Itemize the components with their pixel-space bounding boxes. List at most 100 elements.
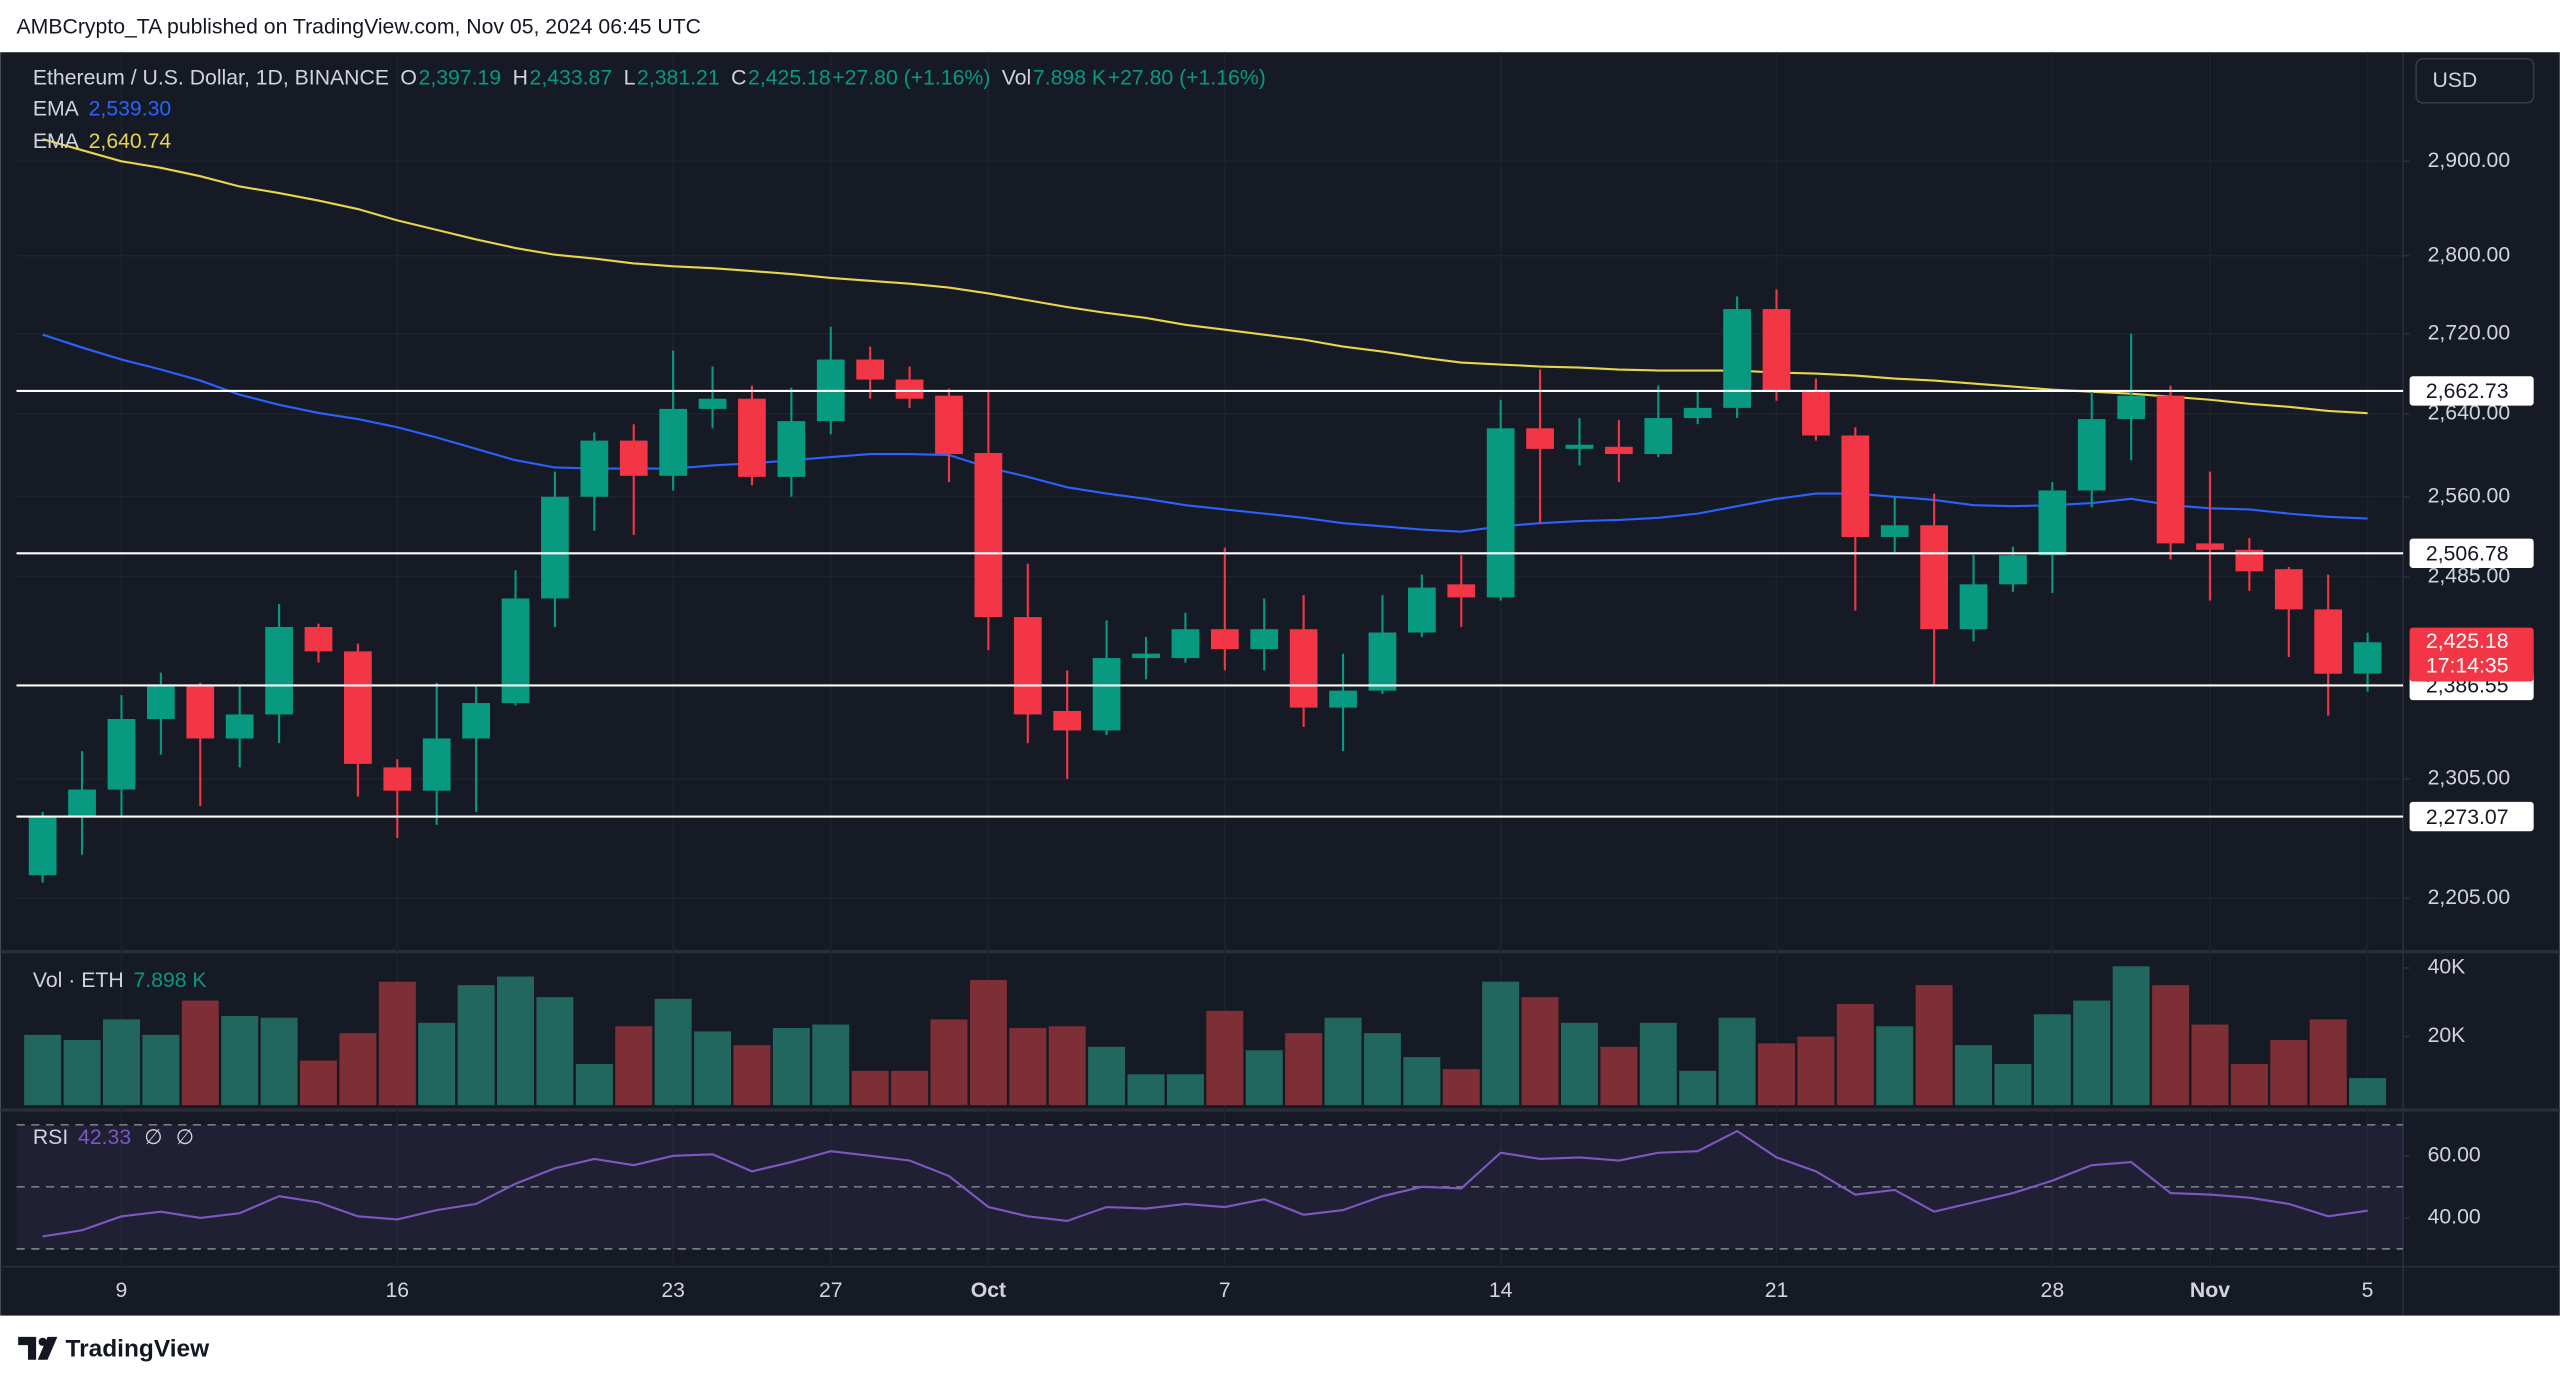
x-tick-label: 7 xyxy=(1219,1279,1231,1302)
volume-bar xyxy=(2152,985,2190,1106)
volume-bar xyxy=(2270,1039,2308,1106)
volume-bar xyxy=(1600,1046,1638,1106)
header-bar xyxy=(0,0,2560,53)
legend-line: RSI 42.33 ∅ ∅ xyxy=(33,1125,194,1148)
candle-body xyxy=(2196,543,2224,550)
volume-bar xyxy=(1088,1046,1126,1106)
volume-bar xyxy=(930,1019,968,1106)
volume-bar xyxy=(63,1039,101,1106)
y-tick-label: 60.00 xyxy=(2428,1143,2481,1166)
x-tick-label: 23 xyxy=(661,1279,685,1302)
candle-body xyxy=(2235,549,2264,572)
volume-bar xyxy=(181,1000,219,1106)
legend-text: Vol · ETH xyxy=(33,969,124,992)
volume-bar xyxy=(497,976,534,1106)
candle-body xyxy=(974,452,1003,618)
candle-body xyxy=(1289,629,1318,708)
legend-text: 2,397.19 xyxy=(419,66,502,89)
x-tick-label: Oct xyxy=(971,1279,1006,1302)
legend-text: 2,640.74 xyxy=(89,130,172,153)
volume-bar xyxy=(1048,1026,1086,1106)
volume-bar xyxy=(260,1017,298,1106)
candle-body xyxy=(2156,395,2185,544)
footer-bar xyxy=(0,1315,2560,1381)
x-tick-label: 21 xyxy=(1765,1279,1789,1302)
volume-bar xyxy=(1876,1026,1914,1106)
legend-text: 2,425.18 xyxy=(748,66,831,89)
candle-body xyxy=(2038,490,2067,556)
volume-bar xyxy=(1442,1069,1480,1106)
legend-text: 2,539.30 xyxy=(89,97,172,120)
legend-text: 7.898 K xyxy=(133,969,206,992)
volume-bar xyxy=(1482,981,1520,1106)
x-tick-label: 14 xyxy=(1489,1279,1513,1302)
candle-body xyxy=(1723,309,1751,408)
y-tick-label: 2,205.00 xyxy=(2428,886,2511,909)
level-label-box xyxy=(2409,801,2534,832)
y-tick-label: 2,485.00 xyxy=(2428,564,2511,587)
volume-bar xyxy=(300,1060,337,1106)
ema-line xyxy=(42,138,2368,415)
candle-body xyxy=(1999,555,2027,585)
y-tick-label: 2,560.00 xyxy=(2428,484,2511,507)
volume-bar xyxy=(851,1070,889,1106)
legend-text: C xyxy=(731,66,746,89)
publisher-line: AMBCrypto_TA published on TradingView.co… xyxy=(17,15,701,38)
candle-body xyxy=(2117,395,2146,420)
candle-body xyxy=(1368,632,1397,691)
candle-body xyxy=(2314,609,2343,674)
x-tick-label: 9 xyxy=(116,1279,128,1302)
candle-body xyxy=(1013,617,1042,715)
candle-body xyxy=(1959,584,1988,630)
y-tick-label: 40K xyxy=(2428,956,2466,979)
volume-bar xyxy=(1324,1017,1362,1106)
currency-button[interactable] xyxy=(2415,57,2535,104)
volume-bar xyxy=(615,1026,653,1106)
level-label-box xyxy=(2409,376,2534,406)
candle-body xyxy=(1486,428,1515,598)
volume-bar xyxy=(891,1070,929,1106)
candle-body xyxy=(265,627,293,715)
candle-body xyxy=(1171,629,1200,659)
candle-body xyxy=(1920,525,1949,630)
x-tick-label: 5 xyxy=(2362,1279,2374,1302)
legend-text: +27.80 (+1.16%) xyxy=(1108,66,1266,89)
y-tick-label: 2,640.00 xyxy=(2428,402,2511,425)
brand-name: TradingView xyxy=(66,1335,211,1362)
currency-label: USD xyxy=(2432,69,2477,92)
candle-body xyxy=(344,651,372,764)
candle-body xyxy=(1644,418,1673,455)
candle-body xyxy=(895,379,924,399)
volume-bar xyxy=(733,1045,771,1106)
candle-body xyxy=(935,395,963,455)
candle-body xyxy=(68,789,96,817)
y-tick-label: 40.00 xyxy=(2428,1205,2481,1228)
candle-body xyxy=(186,686,215,739)
candle-body xyxy=(1210,629,1239,650)
volume-bar xyxy=(1403,1057,1441,1106)
volume-bar xyxy=(1166,1074,1204,1106)
volume-bar xyxy=(1718,1017,1756,1106)
volume-bar xyxy=(2033,1014,2071,1106)
y-tick-label: 2,720.00 xyxy=(2428,321,2511,344)
volume-bar xyxy=(536,997,574,1106)
y-tick-label: 2,305.00 xyxy=(2428,767,2511,790)
legend-text: RSI xyxy=(33,1125,68,1148)
candle-body xyxy=(1132,653,1160,659)
volume-bar xyxy=(1915,985,1953,1106)
candle-body xyxy=(1329,690,1357,708)
legend-line: EMA 2,640.74 xyxy=(33,130,172,153)
candle-body xyxy=(2274,569,2303,610)
candle-body xyxy=(383,767,412,791)
candle-body xyxy=(1802,391,1830,436)
volume-bar xyxy=(1127,1074,1165,1106)
candle-body xyxy=(777,421,806,477)
legend-line: EMA 2,539.30 xyxy=(33,97,171,120)
volume-bar xyxy=(812,1024,850,1106)
volume-bar xyxy=(969,979,1007,1106)
candle-body xyxy=(856,359,885,380)
volume-bar xyxy=(1285,1033,1323,1106)
volume-bar xyxy=(2349,1078,2387,1106)
volume-bar xyxy=(1245,1050,1283,1106)
